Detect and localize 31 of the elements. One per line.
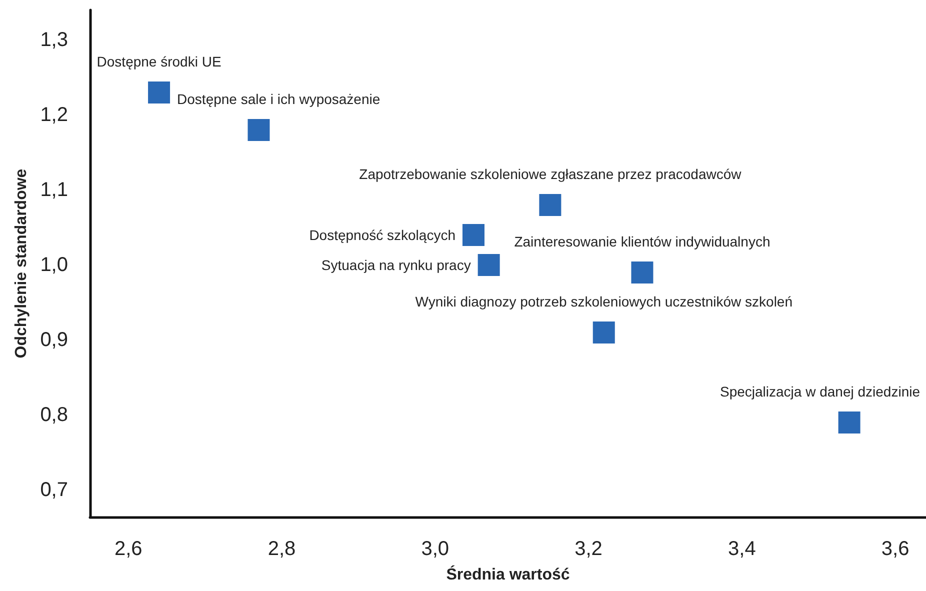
x-tick-label: 2,8 bbox=[268, 538, 296, 560]
x-tick-label: 3,4 bbox=[728, 538, 756, 560]
point bbox=[478, 254, 500, 276]
y-tick-label: 0,9 bbox=[40, 329, 68, 351]
y-tick-label: 1,0 bbox=[40, 254, 68, 276]
x-tick-label: 3,0 bbox=[421, 538, 450, 560]
y-tick-label: 0,8 bbox=[40, 404, 68, 426]
point bbox=[539, 194, 562, 216]
y-axis-title: Odchylenie standardowe bbox=[12, 168, 30, 358]
y-tick-label: 0,7 bbox=[40, 479, 68, 501]
annotation: Dostępne środki UE bbox=[96, 54, 222, 70]
point bbox=[462, 224, 484, 246]
y-tick-label: 1,3 bbox=[40, 29, 68, 51]
x-tick-label: 3,2 bbox=[574, 538, 602, 560]
point bbox=[838, 412, 860, 434]
annotation: Specjalizacja w danej dziedzinie bbox=[720, 384, 920, 400]
annotation: Zainteresowanie klientów indywidualnych bbox=[514, 234, 770, 250]
point bbox=[148, 82, 170, 104]
point bbox=[592, 322, 615, 344]
x-tick-label: 2,6 bbox=[114, 538, 142, 560]
annotation: Dostępność szkolących bbox=[309, 227, 456, 243]
y-tick-label: 1,1 bbox=[40, 179, 68, 201]
annotation: Sytuacja na rynku pracy bbox=[321, 257, 471, 273]
x-tick-label: 3,6 bbox=[881, 538, 910, 560]
annotation: Zapotrzebowanie szkoleniowe zgłaszane przez pracodawców bbox=[359, 166, 742, 182]
annotation: Wyniki diagnozy potrzeb szkoleniowych uczestników szkoleń bbox=[415, 294, 793, 310]
y-tick-label: 1,2 bbox=[40, 104, 68, 126]
x-axis-title: Średnia wartość bbox=[446, 564, 570, 584]
annotation: Dostępne sale i ich wyposażenie bbox=[177, 91, 380, 107]
point bbox=[631, 262, 654, 284]
point bbox=[248, 119, 270, 141]
